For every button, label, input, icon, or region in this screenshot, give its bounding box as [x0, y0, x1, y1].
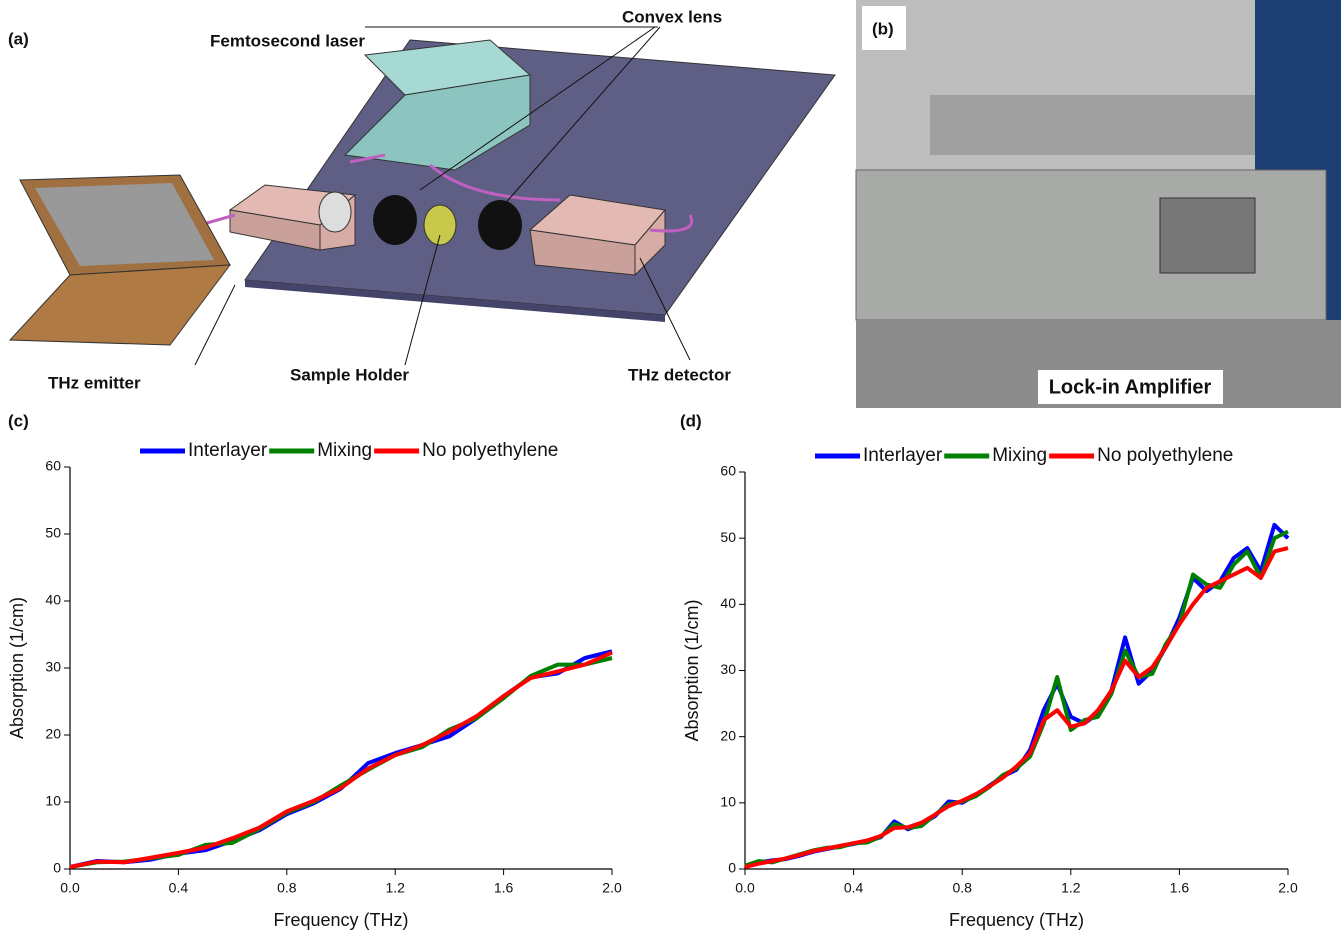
x-tick-label: 1.2: [1061, 880, 1081, 896]
y-tick-label: 0: [53, 860, 61, 876]
vent-grille: [930, 95, 1290, 155]
x-tick-label: 0.0: [735, 880, 755, 896]
panel-label: (a): [8, 29, 29, 48]
sample-holder: [424, 205, 456, 245]
y-axis-title: Absorption (1/cm): [7, 597, 27, 739]
figure: (a) Femtosecond laser Convex lens THz em…: [0, 0, 1341, 935]
x-tick-label: 0.4: [169, 880, 189, 896]
component-label: Sample Holder: [290, 365, 409, 384]
y-tick-label: 40: [45, 592, 61, 608]
component-label: Convex lens: [622, 7, 722, 26]
optical-table: [245, 40, 835, 315]
y-tick-label: 60: [45, 458, 61, 474]
y-tick-label: 10: [720, 794, 736, 810]
y-tick-label: 50: [720, 529, 736, 545]
x-tick-label: 2.0: [1278, 880, 1298, 896]
x-tick-label: 1.2: [385, 880, 405, 896]
x-tick-label: 0.4: [844, 880, 864, 896]
y-tick-label: 0: [728, 860, 736, 876]
component-label: THz emitter: [48, 373, 141, 392]
laptop-base: [10, 265, 230, 345]
x-tick-label: 0.8: [952, 880, 972, 896]
panel-label: (d): [680, 411, 702, 430]
y-tick-label: 40: [720, 595, 736, 611]
data-line: [745, 548, 1288, 867]
panel-label: (c): [8, 411, 29, 430]
lens-1: [373, 195, 417, 245]
legend-label: No polyethylene: [1097, 445, 1233, 466]
x-tick-label: 1.6: [1170, 880, 1190, 896]
y-tick-label: 20: [45, 726, 61, 742]
y-tick-label: 60: [720, 463, 736, 479]
x-axis-title: Frequency (THz): [273, 910, 408, 930]
instrument-photo: (b) Lock-in Amplifier: [856, 0, 1341, 408]
screen: [1160, 198, 1255, 273]
lens-2: [478, 200, 522, 250]
data-line: [745, 532, 1288, 866]
x-tick-label: 0.0: [60, 880, 80, 896]
panel-label: (b): [872, 19, 894, 38]
y-tick-label: 30: [45, 659, 61, 675]
emitter-lens: [319, 192, 351, 232]
x-axis-title: Frequency (THz): [949, 910, 1084, 930]
component-label: THz detector: [628, 365, 731, 384]
x-tick-label: 0.8: [277, 880, 297, 896]
y-tick-label: 50: [45, 525, 61, 541]
data-line: [745, 525, 1288, 866]
x-tick-label: 2.0: [602, 880, 622, 896]
y-tick-label: 10: [45, 793, 61, 809]
y-tick-label: 30: [720, 661, 736, 677]
data-line: [70, 658, 612, 867]
data-line: [70, 651, 612, 867]
legend-label: Interlayer: [863, 445, 943, 466]
legend-label: Interlayer: [188, 440, 268, 461]
component-label: Femtosecond laser: [210, 31, 365, 50]
y-axis-title: Absorption (1/cm): [682, 599, 702, 741]
photo-caption: Lock-in Amplifier: [1049, 376, 1212, 398]
y-tick-label: 20: [720, 727, 736, 743]
legend-label: Mixing: [992, 445, 1047, 466]
x-tick-label: 1.6: [494, 880, 514, 896]
data-line: [70, 653, 612, 867]
legend-label: No polyethylene: [422, 440, 558, 461]
legend-label: Mixing: [317, 440, 372, 461]
setup-diagram: (a) Femtosecond laser Convex lens THz em…: [8, 7, 835, 392]
